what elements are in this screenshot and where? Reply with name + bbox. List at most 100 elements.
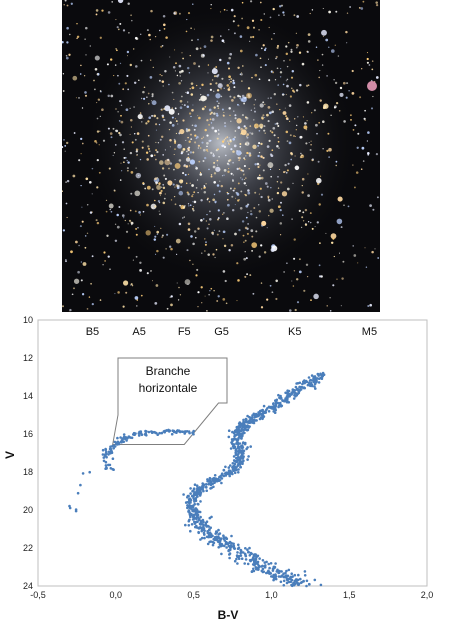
data-point [211,543,215,547]
data-point [307,381,311,385]
data-point [207,533,211,537]
data-point [255,555,258,559]
data-point [199,526,202,529]
data-point [155,431,158,435]
data-point [292,397,296,400]
data-point [265,571,268,575]
data-point [240,437,243,440]
data-point [172,429,176,433]
data-point [232,467,236,470]
y-tick-label: 20 [23,505,33,515]
data-point [241,441,245,445]
data-point [178,430,182,434]
data-point [244,547,247,550]
y-tick-label: 18 [23,467,33,477]
data-point [201,518,205,522]
data-point [204,521,208,525]
data-point [228,556,231,560]
data-point [274,404,278,407]
data-point [222,534,225,537]
data-point [285,569,288,573]
data-point [207,482,210,486]
data-point [244,424,247,428]
data-point [247,455,250,458]
data-point [232,443,236,446]
data-point [188,512,191,515]
data-point [240,461,243,465]
data-point [209,533,213,536]
data-point [191,509,194,513]
data-point [212,476,216,480]
data-point [246,548,249,551]
data-point [260,565,263,568]
data-point [111,467,114,471]
data-point [321,371,325,375]
data-point [104,447,107,451]
data-point [317,381,321,384]
data-point [195,524,198,528]
data-point [194,499,198,502]
data-point [234,448,238,451]
data-point [116,440,120,444]
data-point [296,578,300,582]
data-point [305,579,309,583]
data-point [104,453,107,457]
data-point [280,570,283,573]
data-point [307,376,311,379]
x-tick-label: -0,5 [30,590,46,600]
data-point [239,457,242,460]
data-point [150,431,154,434]
data-point [186,496,189,499]
data-point [175,431,178,434]
data-point [231,545,234,548]
data-point [216,477,220,481]
data-point [281,574,284,577]
data-point [233,559,237,563]
data-point [197,530,200,534]
data-point [320,373,323,377]
data-point [217,546,220,549]
data-point [244,558,248,561]
data-point [158,431,161,435]
data-point [265,560,268,564]
data-point [267,410,271,413]
data-point [181,430,184,433]
data-point [245,428,249,432]
data-point [220,481,223,485]
data-point [147,430,151,434]
data-point [240,557,244,560]
data-point [238,459,241,462]
data-point [225,537,228,540]
data-point [121,437,124,440]
data-point [290,391,294,394]
data-point [287,389,291,393]
data-point [268,566,271,570]
data-point [234,451,237,454]
data-point [235,456,238,460]
data-point [294,395,297,398]
data-point [255,415,258,418]
data-point [113,440,117,444]
data-point [281,399,285,402]
spectral-type-label: B5 [86,326,99,338]
annotation-line2: horizontale [139,381,198,395]
data-point [313,385,316,388]
data-point [238,425,242,429]
data-point [247,425,251,428]
data-point [239,465,242,469]
data-point [170,432,174,436]
data-point [231,462,235,465]
data-point [272,402,275,405]
data-point [301,382,304,386]
data-point [241,456,245,460]
data-point [182,493,185,496]
data-point [229,464,232,467]
data-point [290,572,294,575]
data-point [260,409,264,413]
x-tick-label: 0,5 [187,590,200,600]
data-point [198,510,202,514]
data-point [294,391,297,395]
data-point [191,431,194,434]
data-point [228,552,232,555]
y-tick-label: 14 [23,391,33,401]
